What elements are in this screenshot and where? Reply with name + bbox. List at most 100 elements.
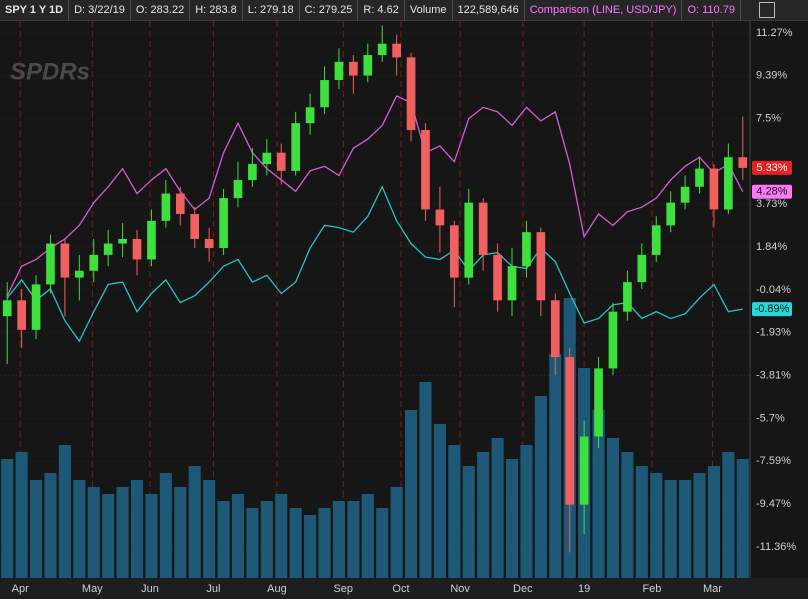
- candle-body: [680, 186, 690, 203]
- candle-body: [392, 43, 401, 58]
- candle-body: [103, 243, 113, 255]
- y-tick-label: 11.27%: [756, 27, 793, 39]
- candle-body: [31, 284, 41, 330]
- candle-body: [651, 225, 661, 255]
- volume-bar: [130, 480, 144, 578]
- volume-bar: [289, 508, 302, 578]
- x-tick-label: May: [82, 583, 103, 595]
- volume-bar: [390, 487, 403, 578]
- candle-body: [536, 232, 546, 301]
- volume-bar: [174, 487, 187, 578]
- volume-bar: [621, 452, 634, 578]
- volume-bar: [419, 382, 432, 578]
- x-tick-label: Dec: [513, 583, 533, 595]
- volume-bar: [433, 424, 446, 578]
- x-tick-label: Jun: [141, 583, 159, 595]
- y-tick-label: -0.04%: [756, 284, 791, 296]
- candle-body: [334, 61, 344, 81]
- volume-bar: [15, 452, 28, 578]
- range: R: 4.62: [358, 0, 405, 21]
- y-tick-label: 7.5%: [756, 113, 781, 125]
- x-tick-label: Sep: [333, 583, 353, 595]
- volume-bar: [635, 466, 648, 578]
- candle-body: [450, 225, 459, 278]
- volume-bar: [405, 410, 418, 578]
- volume-bar: [693, 473, 706, 578]
- x-tick-label: Oct: [392, 583, 409, 595]
- x-tick-label: Aug: [267, 583, 287, 595]
- y-axis-area: [750, 21, 808, 578]
- volume-bar: [448, 445, 461, 578]
- candle-body: [493, 254, 502, 301]
- volume-bar: [477, 452, 490, 578]
- header-bar: SPY 1 Y 1D D: 3/22/19 O: 283.22 H: 283.8…: [0, 0, 808, 21]
- candle-body: [233, 179, 243, 199]
- y-tick-label: 9.39%: [756, 70, 787, 82]
- volume-bar: [44, 473, 57, 578]
- candle-body: [594, 368, 603, 437]
- volume-bar: [707, 466, 720, 578]
- volume-bar: [332, 501, 345, 578]
- volume-bar: [58, 445, 71, 578]
- volume-bar: [664, 480, 677, 578]
- volume-bar: [116, 487, 129, 578]
- comparison-badge-bg: [752, 302, 792, 317]
- candle-body: [406, 57, 416, 130]
- candle-body: [695, 168, 704, 187]
- x-tick-label: Feb: [642, 583, 661, 595]
- candle-body: [666, 202, 675, 226]
- candle-body: [75, 270, 84, 278]
- volume-bar: [606, 438, 620, 578]
- x-tick-label: Mar: [703, 583, 722, 595]
- candle-body: [204, 238, 214, 249]
- candle-body: [262, 152, 272, 165]
- low: L: 279.18: [243, 0, 300, 21]
- x-tick-label: Apr: [12, 583, 29, 595]
- date: D: 3/22/19: [69, 0, 131, 21]
- candle-body: [579, 436, 589, 505]
- candle-body: [161, 193, 171, 221]
- y-tick-label: 3.73%: [756, 198, 787, 210]
- comparison-badge: 4.28%: [756, 186, 787, 198]
- volume-bar: [462, 466, 475, 578]
- x-tick-label: Jul: [206, 583, 220, 595]
- candle-body: [637, 254, 647, 283]
- candle-body: [147, 220, 156, 260]
- y-tick-label: 1.84%: [756, 241, 787, 253]
- comparison-badge-bg: [752, 184, 792, 199]
- candle-body: [291, 123, 300, 171]
- close: C: 279.25: [300, 0, 359, 21]
- high: H: 283.8: [190, 0, 243, 21]
- symbol[interactable]: SPY 1 Y 1D: [0, 0, 70, 21]
- watermark: SPDRs: [10, 58, 90, 85]
- volume-bar: [592, 410, 605, 578]
- chart-icon[interactable]: [759, 2, 775, 18]
- volume-bar: [304, 515, 317, 578]
- candle-body: [478, 202, 488, 255]
- volume-bar: [520, 445, 533, 578]
- volume-bar: [347, 501, 360, 578]
- candle-body: [377, 43, 387, 56]
- candle-body: [464, 202, 474, 278]
- volume: 122,589,646: [453, 0, 525, 21]
- x-tick-label: Nov: [450, 583, 470, 595]
- volume-bar: [491, 438, 504, 578]
- volume-bar: [217, 501, 230, 578]
- volume-bar: [505, 459, 519, 578]
- comparison-line: [6, 95, 744, 297]
- candle-body: [219, 198, 228, 249]
- last-price-badge-bg: [752, 160, 792, 175]
- volume-bar: [203, 480, 216, 578]
- candle-body: [565, 357, 575, 505]
- comparison: Comparison (LINE, USD/JPY): [525, 0, 683, 21]
- y-tick-label: -3.81%: [756, 369, 791, 381]
- candle-body: [305, 107, 315, 124]
- volume-bar: [188, 466, 201, 578]
- candle-body: [421, 129, 430, 210]
- candle-body: [435, 209, 445, 226]
- volume-bar: [275, 494, 288, 578]
- volume-bar: [534, 396, 547, 578]
- candle-body: [46, 243, 55, 285]
- candle-body: [522, 232, 531, 267]
